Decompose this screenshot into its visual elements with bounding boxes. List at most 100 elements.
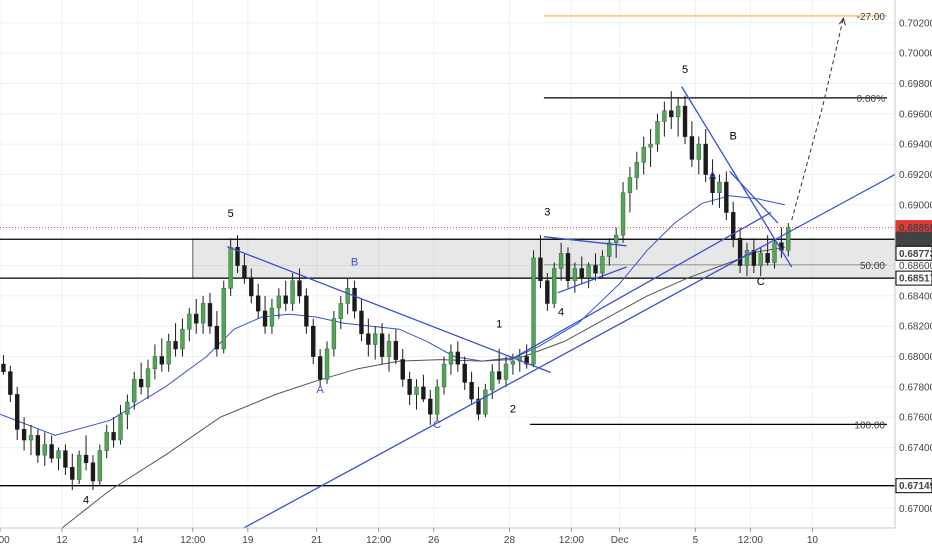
wave-label: C [433,419,441,431]
wave-label: 5 [228,208,234,220]
time-axis [0,528,932,550]
wave-label: 4 [83,495,89,507]
candle-body [441,363,447,388]
candle-body [414,386,419,395]
candle-body [393,341,399,360]
candle-body [675,105,681,118]
time-tick-label: 21 [311,535,323,546]
candle-body [689,136,695,160]
candle-body [448,351,454,365]
candle-body [572,268,578,281]
candle-body [21,429,27,441]
wave-label: C [757,276,765,288]
candle-body [786,227,791,251]
candle-body [620,192,626,236]
candle-body [386,341,392,357]
price-tag-label: 0.68773 [899,249,932,260]
projection-path [791,18,844,221]
candle-body [138,379,144,388]
candle-body [586,265,591,278]
time-tick-label: 12 [56,535,68,546]
candle-body [600,256,605,274]
price-tag [895,270,932,286]
candle-body [317,356,323,380]
wave-label: 4 [558,307,564,319]
candle-body [70,467,75,480]
candle-body [207,303,213,327]
trendline [509,211,772,361]
fib-level-label: 100.00 [854,420,885,431]
price-tag-label: 0.67149 [899,481,932,492]
candle-body [345,287,350,304]
candle-body [428,398,433,415]
candle-body [145,368,151,388]
candle-body [455,351,461,365]
candle-body [76,454,82,480]
price-tag [895,245,932,261]
candle-body [8,371,13,395]
candle-body [1,363,6,373]
candle-body [118,413,123,441]
price-tag-label: 0.68517 [899,274,932,285]
time-tick-label: 2:00 [0,535,10,546]
candle-body [469,382,474,400]
candle-body [552,268,557,304]
candle-body [359,310,364,335]
candle-body [662,110,667,122]
candle-body [593,265,598,274]
candle-body [682,105,688,137]
candle-body [194,313,199,324]
candle-body [724,181,729,213]
candle-body [42,444,47,456]
price-tag-label: 39:37 [899,235,925,246]
candle-body [483,389,488,415]
price-tick-label: 0.69200 [899,170,932,181]
wave-label: A [709,170,717,182]
trendline [557,266,627,294]
time-tick-label: 12:00 [559,535,584,546]
candle-body [758,253,763,266]
time-tick-label: 10 [807,535,819,546]
candle-body [35,435,41,456]
candle-body [276,295,282,309]
candle-body [731,212,736,239]
candle-body [627,177,633,193]
candle-body [717,181,722,193]
candle-body [579,268,584,278]
time-tick-label: 14 [132,535,144,546]
candle-body [531,257,536,365]
candle-body [669,110,674,118]
fib-level-label: 50.00 [860,261,885,272]
consolidation-zone [192,238,896,279]
time-tick-label: 12:00 [366,535,391,546]
candle-body [538,257,543,281]
candle-body [476,398,481,415]
candle-body [111,432,116,441]
trendline [543,236,627,247]
time-tick-label: 28 [504,535,516,546]
candle-body [242,265,247,278]
candle-body [200,303,206,324]
candle-body [283,295,288,304]
candle-body [524,356,529,365]
candle-body [104,432,109,451]
trendline [226,245,552,374]
candle-body [490,371,495,391]
time-tick-label: 12:00 [738,535,763,546]
wave-label: 3 [544,206,550,218]
fib-level-label: -27.00 [857,12,886,23]
price-tick-label: 0.68400 [899,291,932,302]
wave-label: 1 [496,319,502,331]
candle-body [421,386,426,400]
candle-body [180,328,185,350]
candle-body [159,356,164,365]
price-tick-label: 0.69000 [899,200,932,211]
candle-body [607,242,612,257]
wave-label: A [316,384,324,396]
candle-body [290,280,295,304]
candle-body [338,303,343,319]
candle-body [228,247,233,289]
price-tick-label: 0.70000 [899,49,932,60]
candle-body [331,318,337,350]
